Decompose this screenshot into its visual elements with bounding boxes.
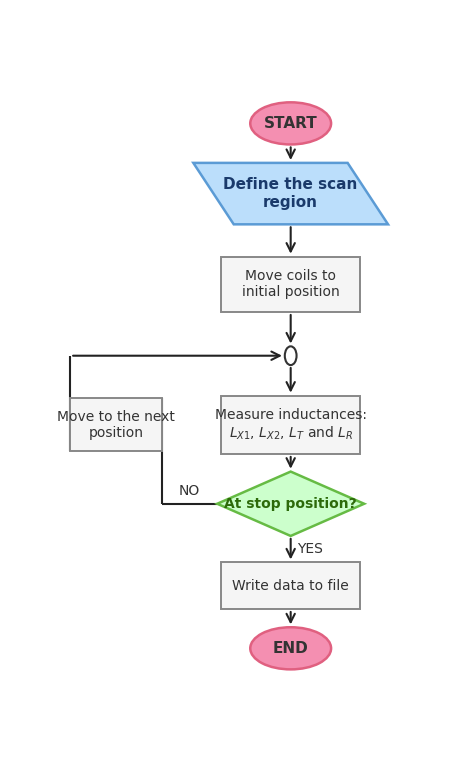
Polygon shape	[217, 471, 364, 536]
Ellipse shape	[250, 627, 331, 670]
Text: Define the scan
region: Define the scan region	[224, 177, 358, 210]
FancyBboxPatch shape	[221, 562, 360, 609]
Ellipse shape	[250, 103, 331, 144]
Text: Measure inductances:
$L_{X1}$, $L_{X2}$, $L_T$ and $L_R$: Measure inductances: $L_{X1}$, $L_{X2}$,…	[215, 408, 367, 442]
FancyBboxPatch shape	[70, 398, 162, 451]
Text: START: START	[264, 116, 318, 131]
Text: NO: NO	[179, 484, 201, 498]
Text: Move to the next
position: Move to the next position	[57, 410, 175, 440]
Text: Move coils to
initial position: Move coils to initial position	[242, 269, 339, 299]
Text: END: END	[273, 641, 309, 656]
Text: At stop position?: At stop position?	[224, 497, 357, 511]
FancyBboxPatch shape	[221, 257, 360, 312]
Text: Write data to file: Write data to file	[232, 578, 349, 593]
Circle shape	[285, 347, 297, 365]
FancyBboxPatch shape	[221, 395, 360, 454]
Text: YES: YES	[297, 542, 323, 556]
Polygon shape	[193, 163, 388, 224]
